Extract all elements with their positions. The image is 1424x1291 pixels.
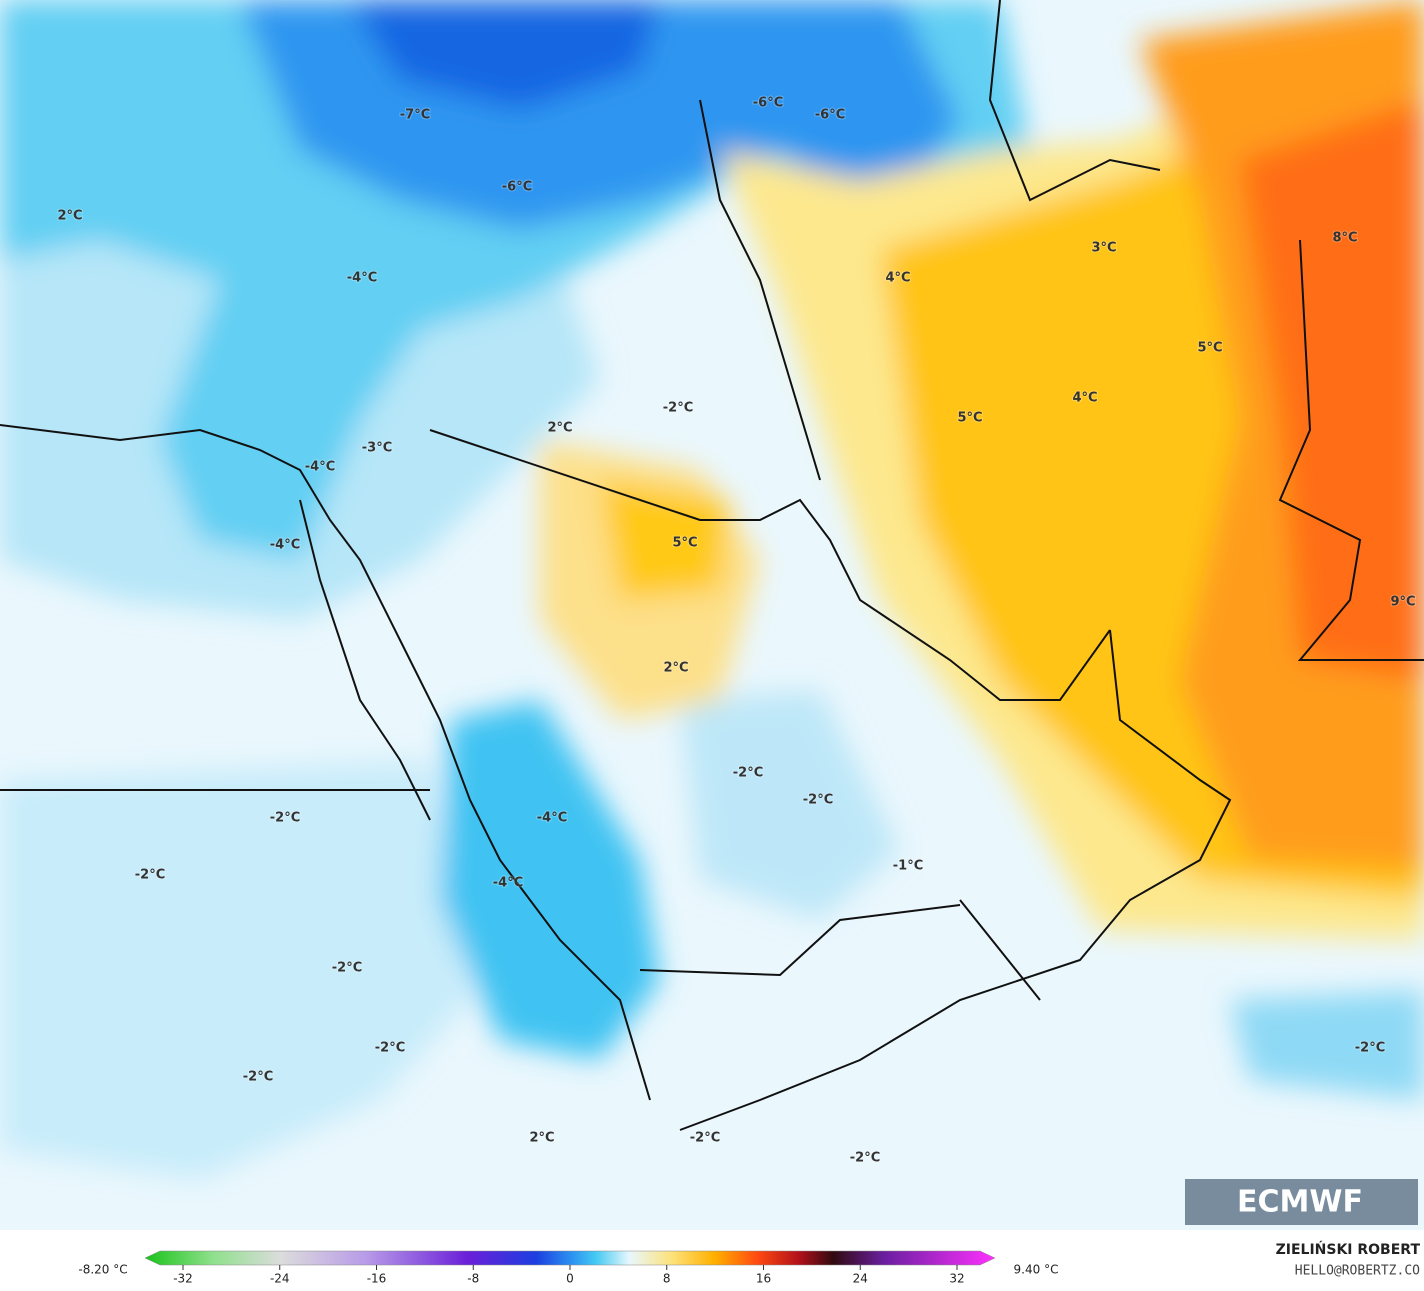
- colorbar-tick-label: -8: [467, 1272, 479, 1286]
- temperature-label: 9°C: [1390, 595, 1415, 610]
- logo: ECMWF: [1185, 1179, 1418, 1225]
- temperature-label: -6°C: [815, 108, 845, 123]
- temperature-label: 2°C: [529, 1131, 554, 1146]
- colorbar: -8.20 °C 9.40 °C -32 -24 -16 -8 0 8 16 24 32: [78, 1250, 1059, 1286]
- credit-email: HELLO@ROBERTZ.CO: [1295, 1264, 1420, 1279]
- temperature-label: -4°C: [270, 538, 300, 553]
- temperature-label: 2°C: [547, 421, 572, 436]
- borders: [0, 0, 1424, 1131]
- temperature-label: 2°C: [57, 209, 82, 224]
- colorbar-tick-label: 8: [663, 1272, 671, 1286]
- temperature-label: -4°C: [493, 876, 523, 891]
- temperature-label: -7°C: [400, 108, 430, 123]
- temperature-label: -1°C: [893, 859, 923, 874]
- temperature-label: 4°C: [885, 271, 910, 286]
- temperature-label: -4°C: [537, 811, 567, 826]
- colorbar-tick-label: 24: [853, 1272, 868, 1286]
- temperature-label: 8°C: [1332, 231, 1357, 246]
- temperature-label: -2°C: [332, 961, 362, 976]
- temperature-label: -2°C: [850, 1151, 880, 1166]
- max-label: 9.40 °C: [1014, 1263, 1059, 1277]
- temperature-label: 5°C: [1197, 341, 1222, 356]
- logo-text: ECMWF: [1237, 1185, 1363, 1220]
- temperature-label: -3°C: [362, 441, 392, 456]
- temperature-label: -2°C: [803, 793, 833, 808]
- temperature-label: -2°C: [243, 1070, 273, 1085]
- min-label: -8.20 °C: [78, 1263, 127, 1277]
- temperature-label: -2°C: [733, 766, 763, 781]
- credit-author: ZIELIŃSKI ROBERT: [1276, 1240, 1421, 1258]
- temperature-label: 4°C: [1072, 391, 1097, 406]
- temperature-label: -2°C: [270, 811, 300, 826]
- colorbar-tick-label: 0: [566, 1272, 574, 1286]
- colorbar-tick-label: 32: [949, 1272, 964, 1286]
- logo-box: [1185, 1179, 1418, 1225]
- temperature-label: 3°C: [1091, 241, 1116, 256]
- temperature-label: -2°C: [663, 401, 693, 416]
- temperature-label: 2°C: [663, 661, 688, 676]
- temperature-label: -2°C: [135, 868, 165, 883]
- temperature-label: -6°C: [502, 180, 532, 195]
- temperature-field: [0, 0, 1424, 1230]
- temperature-label: 5°C: [957, 411, 982, 426]
- temperature-label: -4°C: [305, 460, 335, 475]
- temperature-label: -2°C: [690, 1131, 720, 1146]
- temperature-label: -2°C: [375, 1041, 405, 1056]
- colorbar-tick-label: 16: [756, 1272, 771, 1286]
- temperature-labels: -7°C -6°C -6°C -6°C 2°C -4°C 3°C 8°C 4°C 5°C 4°C 5°…: [56, 95, 1416, 1167]
- colorbar-tick-label: -16: [367, 1272, 387, 1286]
- temperature-label: 5°C: [672, 536, 697, 551]
- temperature-label: -6°C: [753, 96, 783, 111]
- colorbar-tick-label: -32: [173, 1272, 193, 1286]
- temperature-label: -2°C: [1355, 1041, 1385, 1056]
- temperature-label: -4°C: [347, 271, 377, 286]
- colorbar-bar: [144, 1250, 996, 1266]
- colorbar-tick-label: -24: [270, 1272, 290, 1286]
